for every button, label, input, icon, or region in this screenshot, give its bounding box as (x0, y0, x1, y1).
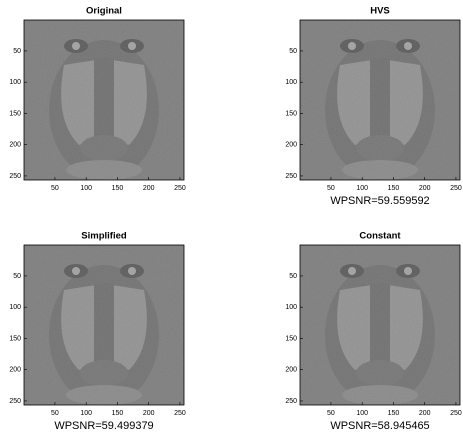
x-tick-label: 200 (419, 185, 431, 192)
x-tick-label: 100 (80, 410, 92, 417)
x-tick-label: 250 (174, 185, 186, 192)
y-tick-label: 200 (285, 367, 297, 374)
y-tick-label: 50 (289, 48, 297, 55)
y-tick-label: 100 (9, 79, 21, 86)
y-tick-label: 200 (9, 367, 21, 374)
x-tick-label: 200 (143, 185, 155, 192)
y-tick-label: 250 (9, 398, 21, 405)
y-tick-label: 250 (285, 173, 297, 180)
y-tick-label: 200 (9, 142, 21, 149)
x-tick-label: 100 (80, 185, 92, 192)
figure: Original 50 100 150 200 250 50 100 150 200 250 HVS 5… (0, 0, 463, 435)
y-tick-label: 150 (285, 335, 297, 342)
image-panel: HVS 50 100 150 200 250 50 100 150 200 250 WPSNR=59.… (285, 6, 462, 207)
panel-title: Simplified (81, 231, 127, 242)
y-tick-label: 250 (9, 173, 21, 180)
x-tick-label: 50 (51, 410, 59, 417)
image (24, 245, 184, 405)
panel-title: Original (86, 6, 122, 17)
x-tick-label: 50 (327, 410, 335, 417)
image-panel: Original 50 100 150 200 250 50 100 150 200 250 (9, 6, 186, 192)
panel-title: HVS (370, 6, 390, 17)
y-tick-label: 100 (9, 304, 21, 311)
x-tick-label: 50 (327, 185, 335, 192)
x-tick-label: 150 (388, 410, 400, 417)
x-tick-label: 250 (450, 410, 462, 417)
y-tick-label: 50 (13, 48, 21, 55)
x-tick-label: 150 (112, 185, 124, 192)
x-tick-label: 150 (388, 185, 400, 192)
x-label: WPSNR=59.499379 (54, 420, 153, 432)
x-tick-label: 100 (356, 185, 368, 192)
x-label: WPSNR=58.945465 (330, 420, 429, 432)
x-tick-label: 200 (419, 410, 431, 417)
y-tick-label: 200 (285, 142, 297, 149)
y-tick-label: 50 (13, 273, 21, 280)
image-panel: Simplified 50 100 150 200 250 50 100 150 200 250 WP… (9, 231, 186, 432)
x-tick-label: 100 (356, 410, 368, 417)
y-tick-label: 150 (9, 110, 21, 117)
image (24, 20, 184, 180)
y-tick-label: 100 (285, 79, 297, 86)
image (300, 20, 460, 180)
y-tick-label: 50 (289, 273, 297, 280)
x-tick-label: 150 (112, 410, 124, 417)
y-tick-label: 150 (9, 335, 21, 342)
y-tick-label: 150 (285, 110, 297, 117)
y-tick-label: 250 (285, 398, 297, 405)
x-tick-label: 200 (143, 410, 155, 417)
image-panel: Constant 50 100 150 200 250 50 100 150 200 250 WPSN… (285, 231, 462, 432)
y-tick-label: 100 (285, 304, 297, 311)
panel-title: Constant (359, 231, 401, 242)
x-tick-label: 50 (51, 185, 59, 192)
x-tick-label: 250 (174, 410, 186, 417)
x-label: WPSNR=59.559592 (330, 195, 429, 207)
x-tick-label: 250 (450, 185, 462, 192)
image (300, 245, 460, 405)
